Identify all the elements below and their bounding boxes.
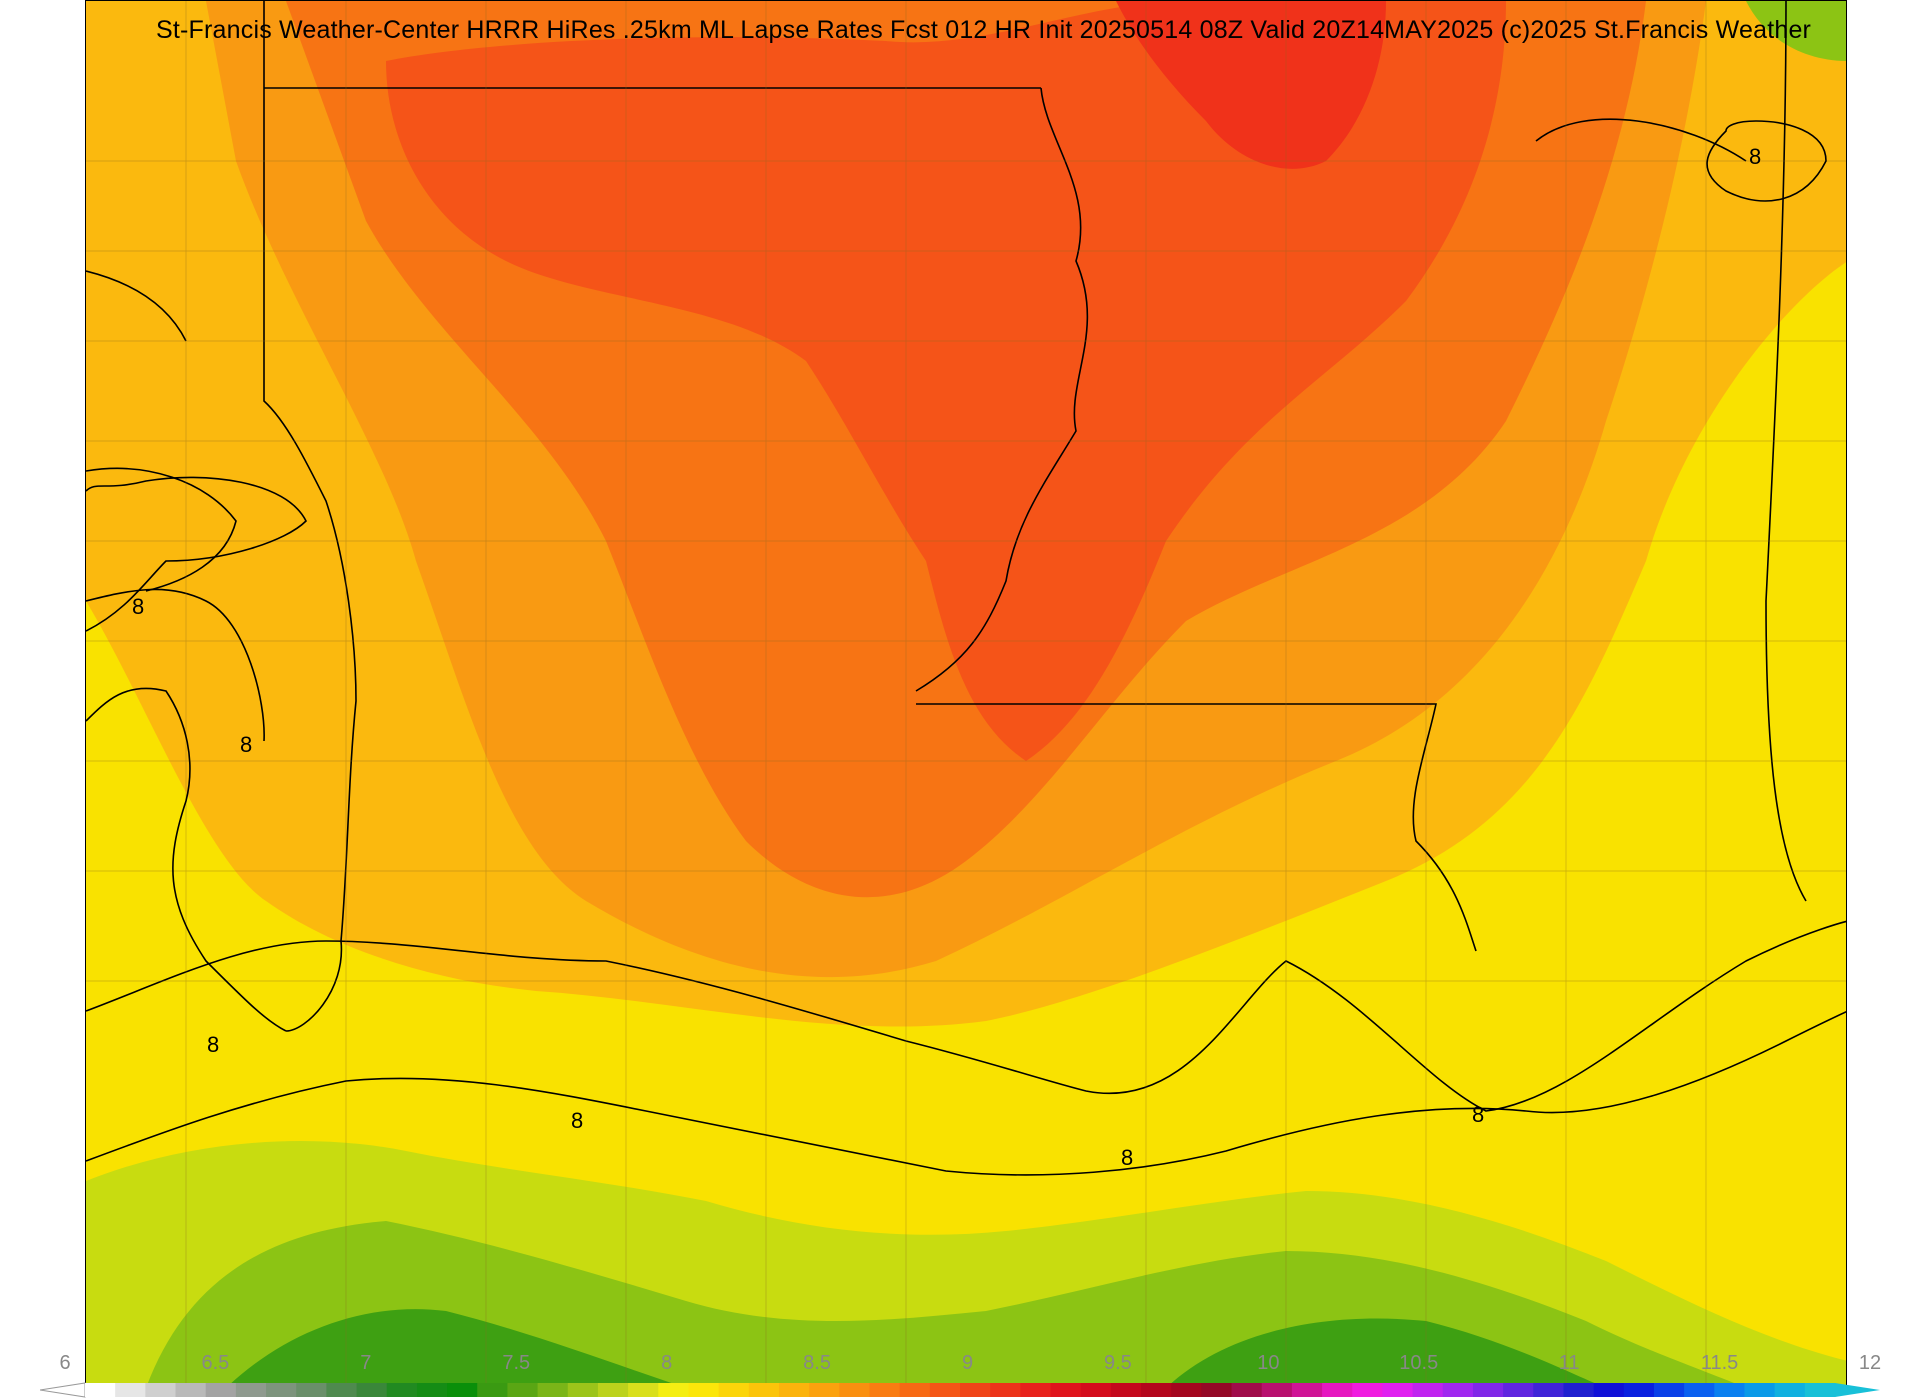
colorbar-swatch [447, 1383, 478, 1397]
colorbar-swatch [1322, 1383, 1353, 1397]
shading-green-dark [228, 1309, 1602, 1386]
colorbar-swatch [266, 1383, 297, 1397]
colorbar-swatch [809, 1383, 840, 1397]
colorbar [40, 1382, 1880, 1398]
colorbar-swatch [1472, 1383, 1504, 1397]
shading-red-orange [386, 1, 1506, 761]
county-borders [86, 1, 1846, 1386]
colorbar-tick-label: 12 [1858, 1352, 1882, 1374]
colorbar-swatch [1382, 1383, 1414, 1397]
colorbar-swatch [326, 1383, 358, 1397]
colorbar-tick-label: 10.5 [1399, 1352, 1439, 1374]
colorbar-swatch [718, 1383, 750, 1397]
colorbar-swatch [115, 1383, 146, 1397]
contour-label: 8 [207, 1032, 220, 1057]
colorbar-swatch [899, 1383, 931, 1397]
colorbar-swatch [1020, 1383, 1052, 1397]
colorbar-swatch [1231, 1383, 1263, 1397]
colorbar-swatch [356, 1383, 388, 1397]
contour-label: 8 [1472, 1102, 1485, 1127]
colorbar-swatch [1533, 1383, 1564, 1397]
colorbar-swatch [1050, 1383, 1082, 1397]
colorbar-swatch [85, 1383, 116, 1397]
colorbar-swatch [869, 1383, 901, 1397]
map-panel [85, 0, 1847, 1387]
colorbar-swatch [1352, 1383, 1383, 1397]
colorbar-swatch [1593, 1383, 1625, 1397]
colorbar-swatch [1141, 1383, 1172, 1397]
colorbar-swatch [839, 1383, 870, 1397]
colorbar-swatch [597, 1383, 629, 1397]
colorbar-min-arrow [40, 1382, 86, 1398]
colorbar-tick-label: 11.5 [1700, 1352, 1739, 1374]
colorbar-swatch [1261, 1383, 1293, 1397]
colorbar-swatch [1291, 1383, 1323, 1397]
colorbar-swatch [1442, 1383, 1474, 1397]
colorbar-swatch [1171, 1383, 1202, 1397]
shading-red [1116, 1, 1386, 169]
colorbar-tick-label: 9.5 [1104, 1352, 1132, 1374]
colorbar-tick-label: 7.5 [502, 1352, 531, 1374]
colorbar-swatch [688, 1383, 720, 1397]
colorbar-swatch [386, 1383, 418, 1397]
colorbar-swatch [507, 1383, 539, 1397]
state-borders [86, 1, 1846, 1112]
colorbar-swatch [416, 1383, 448, 1397]
colorbar-tick-label: 9 [961, 1352, 974, 1374]
colorbar-swatch [296, 1383, 327, 1397]
colorbar-swatch [960, 1383, 991, 1397]
colorbar-swatch [175, 1383, 207, 1397]
colorbar-tick-label: 8.5 [803, 1352, 831, 1374]
colorbar-swatch [1080, 1383, 1112, 1397]
colorbar-swatch [1653, 1383, 1685, 1397]
colorbar-swatch [1774, 1383, 1806, 1397]
colorbar-swatch [1623, 1383, 1655, 1397]
contour-label: 8 [240, 732, 253, 757]
colorbar-swatch [1804, 1383, 1836, 1397]
colorbar-tick-label: 8 [661, 1352, 673, 1374]
colorbar-swatch [537, 1383, 569, 1397]
colorbar-swatch [1684, 1383, 1715, 1397]
colorbar-swatch [1110, 1383, 1142, 1397]
colorbar-swatch [205, 1383, 237, 1397]
contour-label: 8 [1749, 144, 1762, 169]
colorbar-swatch [235, 1383, 267, 1397]
colorbar-swatch [477, 1383, 508, 1397]
colorbar-swatch [1744, 1383, 1776, 1397]
colorbar-swatch [1503, 1383, 1534, 1397]
colorbar-tick-label: 6.5 [201, 1352, 230, 1374]
colorbar-max-arrow [1835, 1383, 1880, 1397]
contour-lines [86, 120, 1846, 1176]
colorbar-swatch [990, 1383, 1021, 1397]
colorbar-swatch [1563, 1383, 1595, 1397]
contour-label: 8 [132, 594, 145, 619]
colorbar-tick-label: 10 [1257, 1352, 1280, 1374]
colorbar-swatch [929, 1383, 961, 1397]
colorbar-swatch [567, 1383, 599, 1397]
colorbar-swatch [778, 1383, 810, 1397]
colorbar-tick-label: 6 [59, 1352, 71, 1374]
colorbar-swatch [1714, 1383, 1745, 1397]
colorbar-swatch [628, 1383, 659, 1397]
colorbar-swatch [145, 1383, 177, 1397]
lapse-rate-map [86, 1, 1846, 1386]
colorbar-swatch [1412, 1383, 1444, 1397]
map-title: St-Francis Weather-Center HRRR HiRes .25… [156, 16, 1812, 44]
contour-label: 8 [1121, 1145, 1134, 1170]
contour-label: 8 [571, 1108, 584, 1133]
colorbar-tick-label: 11 [1558, 1352, 1580, 1374]
colorbar-swatch [748, 1383, 780, 1397]
shading-green-corner [1746, 1, 1846, 61]
colorbar-swatch [1201, 1383, 1233, 1397]
colorbar-tick-label: 7 [360, 1352, 372, 1374]
colorbar-swatch [658, 1383, 689, 1397]
